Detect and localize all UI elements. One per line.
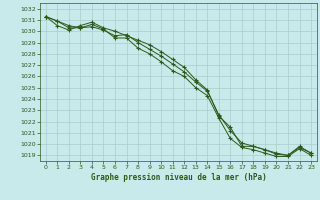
- X-axis label: Graphe pression niveau de la mer (hPa): Graphe pression niveau de la mer (hPa): [91, 173, 266, 182]
